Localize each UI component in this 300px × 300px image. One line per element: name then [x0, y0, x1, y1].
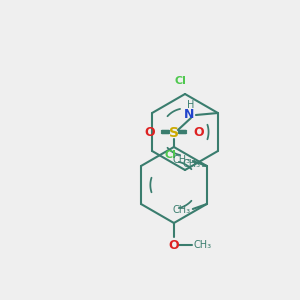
- Text: Cl: Cl: [164, 150, 176, 160]
- Text: S: S: [169, 126, 179, 140]
- Text: H: H: [187, 100, 194, 110]
- Text: CH₃: CH₃: [194, 240, 212, 250]
- Text: Cl: Cl: [174, 76, 186, 86]
- Text: O: O: [193, 125, 203, 139]
- Text: CH₃: CH₃: [173, 155, 191, 165]
- Text: O: O: [169, 239, 179, 252]
- Text: O: O: [144, 125, 155, 139]
- Text: N: N: [184, 109, 194, 122]
- Text: CH₃: CH₃: [183, 159, 201, 169]
- Text: CH₃: CH₃: [173, 205, 191, 215]
